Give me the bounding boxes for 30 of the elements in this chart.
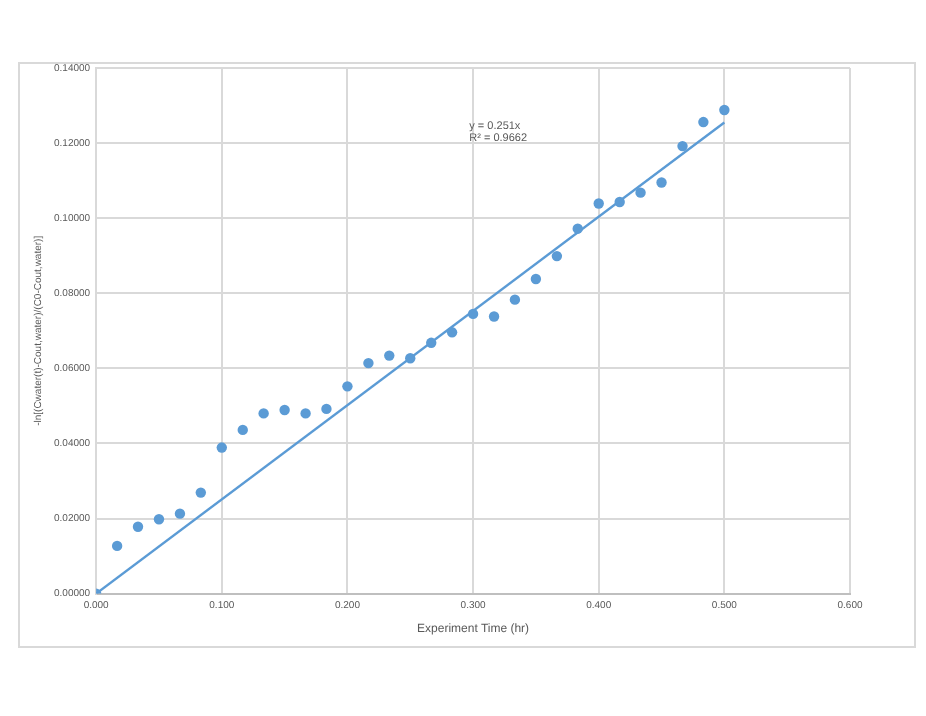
point	[216, 442, 227, 453]
point	[698, 116, 709, 128]
point	[132, 521, 144, 532]
point	[551, 250, 563, 262]
point	[111, 540, 123, 552]
point	[195, 487, 207, 498]
point	[488, 311, 500, 322]
point	[593, 198, 604, 209]
point	[635, 187, 646, 198]
point	[279, 404, 290, 416]
point	[342, 381, 353, 392]
point	[300, 408, 311, 419]
point	[446, 327, 458, 338]
point	[426, 337, 437, 349]
point	[530, 273, 542, 285]
point	[509, 294, 521, 305]
point	[656, 177, 667, 188]
point	[174, 508, 186, 519]
point	[467, 308, 479, 320]
point	[614, 196, 625, 208]
point	[321, 403, 332, 415]
point	[237, 424, 248, 436]
point	[153, 514, 165, 525]
point	[405, 353, 416, 364]
point	[363, 357, 374, 369]
point	[572, 223, 583, 234]
point	[384, 350, 395, 361]
point	[677, 140, 688, 152]
point	[258, 408, 269, 419]
point	[719, 104, 730, 116]
